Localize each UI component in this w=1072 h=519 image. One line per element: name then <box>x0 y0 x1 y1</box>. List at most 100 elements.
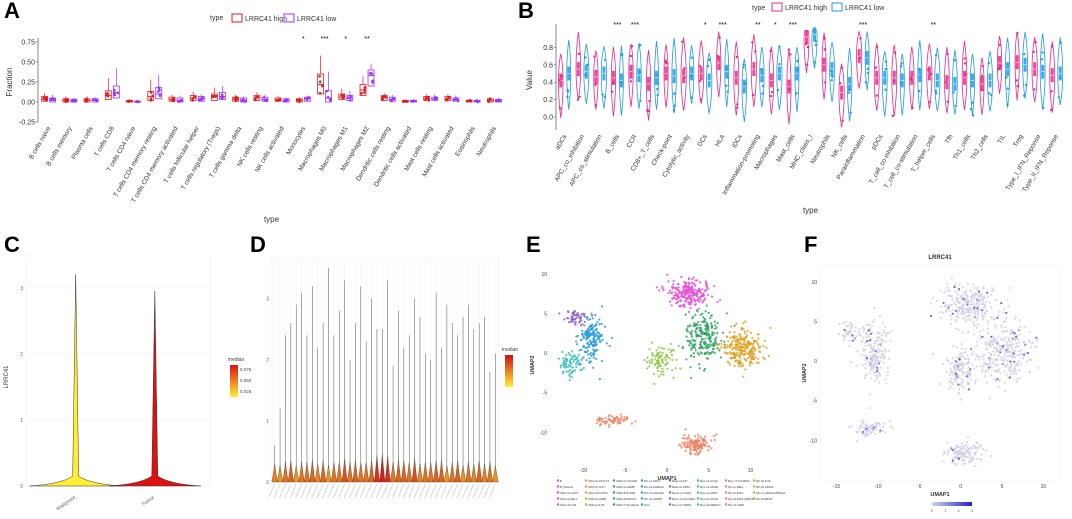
violin-point <box>806 45 810 49</box>
umap-point <box>984 370 987 374</box>
box-point <box>241 98 245 101</box>
umap-point <box>703 289 706 293</box>
umap-point <box>731 348 734 351</box>
legend-dot <box>668 491 672 494</box>
violin <box>449 461 456 483</box>
umap-point <box>952 365 956 369</box>
umap-point <box>994 299 997 302</box>
x-tick-label: Dendritic cells activated <box>373 125 413 188</box>
violin-point <box>829 69 833 72</box>
chart-title: LRRC41 <box>928 255 952 261</box>
x-tick-label: Tfh <box>944 133 955 145</box>
umap-point <box>1028 370 1032 374</box>
umap-point <box>582 366 585 370</box>
violin-point <box>849 111 852 114</box>
umap-point <box>688 344 691 347</box>
umap-point <box>661 358 664 361</box>
umap-point <box>566 316 569 320</box>
umap-point <box>744 368 747 371</box>
umap-point <box>704 317 707 320</box>
violin-point <box>1023 52 1026 56</box>
umap-point <box>979 365 982 368</box>
violin-point <box>909 76 913 80</box>
umap-point <box>1010 337 1013 340</box>
violin <box>384 455 391 483</box>
box-point <box>468 99 472 102</box>
umap-point <box>961 294 964 297</box>
umap-point <box>698 367 701 370</box>
violin-point <box>706 64 710 68</box>
umap-point <box>969 311 972 314</box>
umap-point <box>994 326 997 329</box>
umap-point <box>670 348 674 351</box>
umap-point <box>929 314 933 318</box>
violin-point <box>744 82 747 85</box>
umap-point <box>1005 330 1008 333</box>
violin <box>400 460 408 483</box>
legend-label: NK-c6-CD160 <box>756 485 774 489</box>
umap-point <box>988 351 991 355</box>
umap-point <box>630 422 634 425</box>
umap-point <box>662 347 666 350</box>
umap-point <box>863 426 866 429</box>
panel-c: C 3 2 1 0 LRRC41 Malignant Tumor median 0.075 0.0… <box>0 228 262 514</box>
umap-point <box>976 356 980 359</box>
umap-point <box>680 295 683 298</box>
umap-point <box>962 386 965 389</box>
umap-point <box>874 354 877 357</box>
umap-point <box>595 421 598 425</box>
significance-label: * <box>302 36 305 43</box>
umap-point <box>682 303 685 306</box>
umap-point <box>864 366 867 370</box>
umap-point <box>739 333 742 336</box>
violin-point <box>987 62 991 65</box>
box-point <box>342 94 345 98</box>
violin <box>583 43 590 104</box>
umap-point <box>714 324 717 327</box>
umap-point <box>703 443 706 446</box>
umap-point <box>557 357 560 360</box>
umap-point <box>697 447 700 450</box>
violin <box>619 45 624 116</box>
umap-point <box>648 365 651 368</box>
umap-point <box>657 359 660 362</box>
y-tick-label: -10 <box>540 430 547 436</box>
umap-point <box>848 331 851 334</box>
panel-letter-f: F <box>804 232 818 257</box>
umap-point <box>972 309 975 312</box>
violin <box>689 45 695 105</box>
legend-dot <box>668 479 672 482</box>
umap-point <box>955 463 958 467</box>
umap-point <box>967 309 970 312</box>
umap-point <box>598 340 602 343</box>
umap-point <box>973 323 976 326</box>
umap-point <box>993 336 997 340</box>
box-point <box>220 96 224 100</box>
violin-point <box>681 40 684 44</box>
umap-point <box>867 344 870 347</box>
umap-point <box>1026 351 1029 355</box>
x-tick-mark <box>306 483 313 499</box>
violin <box>368 460 375 483</box>
umap-point <box>964 298 967 301</box>
umap-point <box>662 370 665 373</box>
umap-point <box>605 342 608 345</box>
violin-point <box>899 65 903 68</box>
umap-point <box>990 318 994 321</box>
chart-b: type LRRC41 high LRRC41 low0.80.60.40.20.0… <box>525 2 1064 215</box>
umap-point <box>948 373 952 376</box>
umap-point <box>757 344 760 347</box>
umap-point <box>739 348 743 352</box>
box-point <box>321 84 324 88</box>
umap-point <box>953 378 956 381</box>
umap-point <box>855 365 858 368</box>
umap-point <box>977 297 980 301</box>
umap-point <box>570 355 574 358</box>
umap-point <box>690 346 693 350</box>
umap-point <box>697 320 700 323</box>
umap-point <box>600 322 603 326</box>
umap-point <box>1014 337 1017 340</box>
box-point <box>384 95 387 98</box>
umap-point <box>698 452 701 455</box>
umap-point <box>684 313 687 316</box>
